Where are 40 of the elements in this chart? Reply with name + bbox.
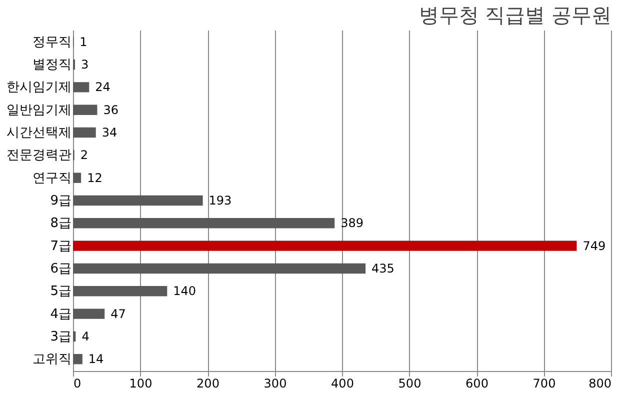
y-tick-label: 8급	[50, 216, 72, 232]
y-tick-label: 3급	[50, 329, 72, 344]
y-tick-label: 연구직	[32, 170, 72, 186]
data-label: 749	[582, 238, 606, 253]
x-tick-label: 500	[398, 376, 422, 390]
y-tick-label: 한시임기제	[6, 80, 72, 96]
x-tick-label: 0	[74, 376, 82, 390]
x-tick-label: 400	[331, 376, 354, 390]
chart-title: 병무청 직급별 공무원	[418, 3, 612, 27]
x-tick-label: 700	[532, 376, 556, 390]
y-tick-label: 7급	[50, 238, 72, 254]
x-tick-label: 100	[129, 376, 152, 390]
data-label: 435	[372, 261, 394, 276]
data-label: 24	[95, 80, 110, 94]
x-tick-label: 300	[264, 376, 287, 390]
data-label: 140	[173, 284, 196, 298]
y-tick-label: 일반임기제	[6, 102, 72, 118]
y-tick-label: 정무직	[32, 34, 72, 50]
y-tick-label: 6급	[50, 261, 72, 276]
y-tick-label: 4급	[50, 306, 72, 322]
y-tick-label: 고위직	[32, 352, 72, 368]
data-label: 193	[208, 194, 232, 208]
data-label: 12	[87, 170, 102, 185]
y-tick-label: 별정직	[32, 58, 72, 73]
x-tick-label: 800	[588, 376, 612, 390]
data-label: 4	[82, 329, 90, 344]
y-tick-label: 시간선택제	[6, 126, 72, 141]
data-label: 14	[88, 352, 104, 366]
x-tick-label: 600	[466, 376, 488, 390]
data-label: 47	[110, 306, 126, 321]
y-tick-label: 전문경력관	[6, 148, 72, 164]
y-tick-label: 5급	[50, 284, 72, 300]
y-tick-label: 9급	[50, 194, 72, 208]
data-label: 1	[80, 34, 88, 49]
x-tick-label: 200	[196, 376, 220, 390]
data-label: 3	[81, 58, 89, 72]
data-label: 389	[340, 216, 364, 230]
data-label: 36	[103, 102, 118, 117]
data-label: 2	[80, 148, 88, 162]
data-label: 34	[102, 126, 118, 140]
